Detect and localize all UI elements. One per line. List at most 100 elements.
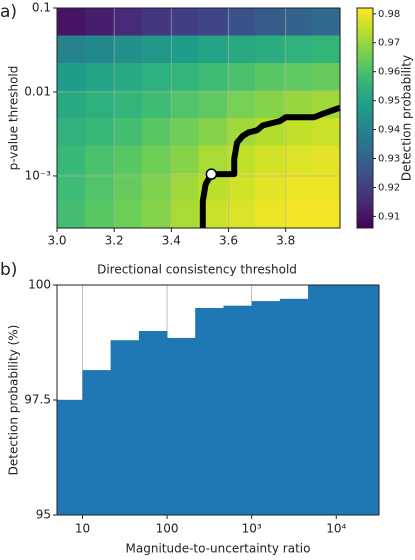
- x-tick-label: 3.4: [162, 234, 181, 248]
- heat-cell: [170, 173, 200, 202]
- bar: [195, 308, 224, 515]
- x-axis-label: Directional consistency threshold: [97, 263, 297, 277]
- y-tick-label: 0.01: [24, 84, 51, 98]
- heat-cell: [255, 200, 284, 229]
- heat-cell: [198, 8, 228, 37]
- heat-cell: [113, 118, 143, 147]
- plot-frame: [56, 7, 341, 229]
- colorbar-tick-label: 0.96: [378, 67, 400, 78]
- bar: [110, 340, 140, 515]
- heat-cell: [113, 145, 143, 174]
- heat-cell: [170, 35, 200, 64]
- x-tick-label: 3.0: [47, 234, 66, 248]
- heat-cell: [57, 145, 86, 174]
- heat-cell: [57, 35, 86, 64]
- heat-cell: [283, 8, 313, 37]
- heat-cell: [141, 35, 171, 64]
- heat-cell: [311, 173, 341, 202]
- heat-cell: [255, 8, 284, 37]
- colorbar-tick-label: 0.93: [378, 154, 400, 165]
- heat-cell: [170, 8, 200, 37]
- heat-cell: [141, 145, 171, 174]
- colorbar: [356, 7, 374, 229]
- bar: [167, 337, 196, 515]
- colorbar-tick-label: 0.91: [378, 211, 400, 222]
- x-tick-label: 10: [75, 522, 90, 536]
- y-axis-label: p-value threshold: [7, 66, 21, 171]
- heat-cell: [311, 118, 341, 147]
- heat-cell: [85, 145, 115, 174]
- heat-cell: [255, 63, 284, 92]
- heat-cell: [170, 145, 200, 174]
- bar: [336, 285, 365, 515]
- heat-cell: [226, 8, 256, 37]
- heat-cell: [141, 63, 171, 92]
- heat-cell: [198, 118, 228, 147]
- heat-cell: [113, 35, 143, 64]
- heat-cell: [85, 118, 115, 147]
- heat-cell: [57, 173, 86, 202]
- heat-cell: [141, 173, 171, 202]
- heat-cell: [141, 8, 171, 37]
- bar: [82, 370, 111, 515]
- heat-cell: [170, 200, 200, 229]
- heat-cell: [198, 90, 228, 119]
- colorbar-label: Detection probability: [400, 55, 414, 181]
- x-tick-label: 100: [156, 522, 179, 536]
- colorbar-tick-label: 0.97: [378, 38, 400, 49]
- heat-cell: [283, 173, 313, 202]
- heat-cell: [113, 90, 143, 119]
- heat-cell: [85, 63, 115, 92]
- heat-cell: [57, 200, 86, 229]
- colorbar-tick-label: 0.95: [378, 96, 400, 107]
- heat-cell: [255, 35, 284, 64]
- colorbar-tick-label: 0.92: [378, 182, 400, 193]
- heat-cell: [283, 145, 313, 174]
- heat-cell: [170, 63, 200, 92]
- heat-cell: [57, 90, 86, 119]
- heat-cell: [283, 35, 313, 64]
- heat-cell: [170, 118, 200, 147]
- heat-cell: [255, 145, 284, 174]
- bar: [279, 298, 309, 515]
- heat-cell: [57, 118, 86, 147]
- heat-cell: [113, 173, 143, 202]
- x-tick-label: 10⁴: [326, 522, 346, 536]
- bar: [223, 305, 253, 515]
- heat-cell: [311, 63, 341, 92]
- bar: [308, 285, 337, 515]
- x-tick-label: 3.6: [219, 234, 238, 248]
- y-tick-label: 0.1: [32, 1, 51, 15]
- x-axis-label: Magnitude-to-uncertainty ratio: [126, 542, 311, 556]
- heat-cell: [283, 200, 313, 229]
- heat-cell: [113, 8, 143, 37]
- heat-cell: [226, 145, 256, 174]
- bar: [57, 400, 83, 515]
- heat-cell: [226, 35, 256, 64]
- heat-cell: [283, 118, 313, 147]
- heat-cell: [226, 63, 256, 92]
- heat-cell: [226, 200, 256, 229]
- heat-cell: [198, 63, 228, 92]
- heat-cell: [283, 63, 313, 92]
- colorbar-tick-label: 0.94: [378, 125, 400, 136]
- panel-label: b): [0, 260, 17, 280]
- x-tick-label: 10³: [242, 522, 262, 536]
- y-axis-label: Detection probability (%): [7, 325, 21, 476]
- heat-cell: [311, 8, 341, 37]
- colorbar-tick-label: 0.98: [378, 9, 400, 20]
- heat-cell: [113, 200, 143, 229]
- heat-cell: [57, 63, 86, 92]
- x-tick-label: 3.2: [105, 234, 124, 248]
- panel-label: a): [0, 2, 17, 22]
- heat-cell: [226, 173, 256, 202]
- heat-cell: [57, 8, 86, 37]
- plot-frame: [56, 284, 380, 516]
- heat-cell: [311, 200, 341, 229]
- heat-cell: [198, 35, 228, 64]
- heat-cell: [255, 90, 284, 119]
- y-tick-label: 100: [28, 278, 51, 292]
- y-tick-label: 97.5: [24, 393, 51, 407]
- heat-cell: [226, 90, 256, 119]
- heat-cell: [85, 35, 115, 64]
